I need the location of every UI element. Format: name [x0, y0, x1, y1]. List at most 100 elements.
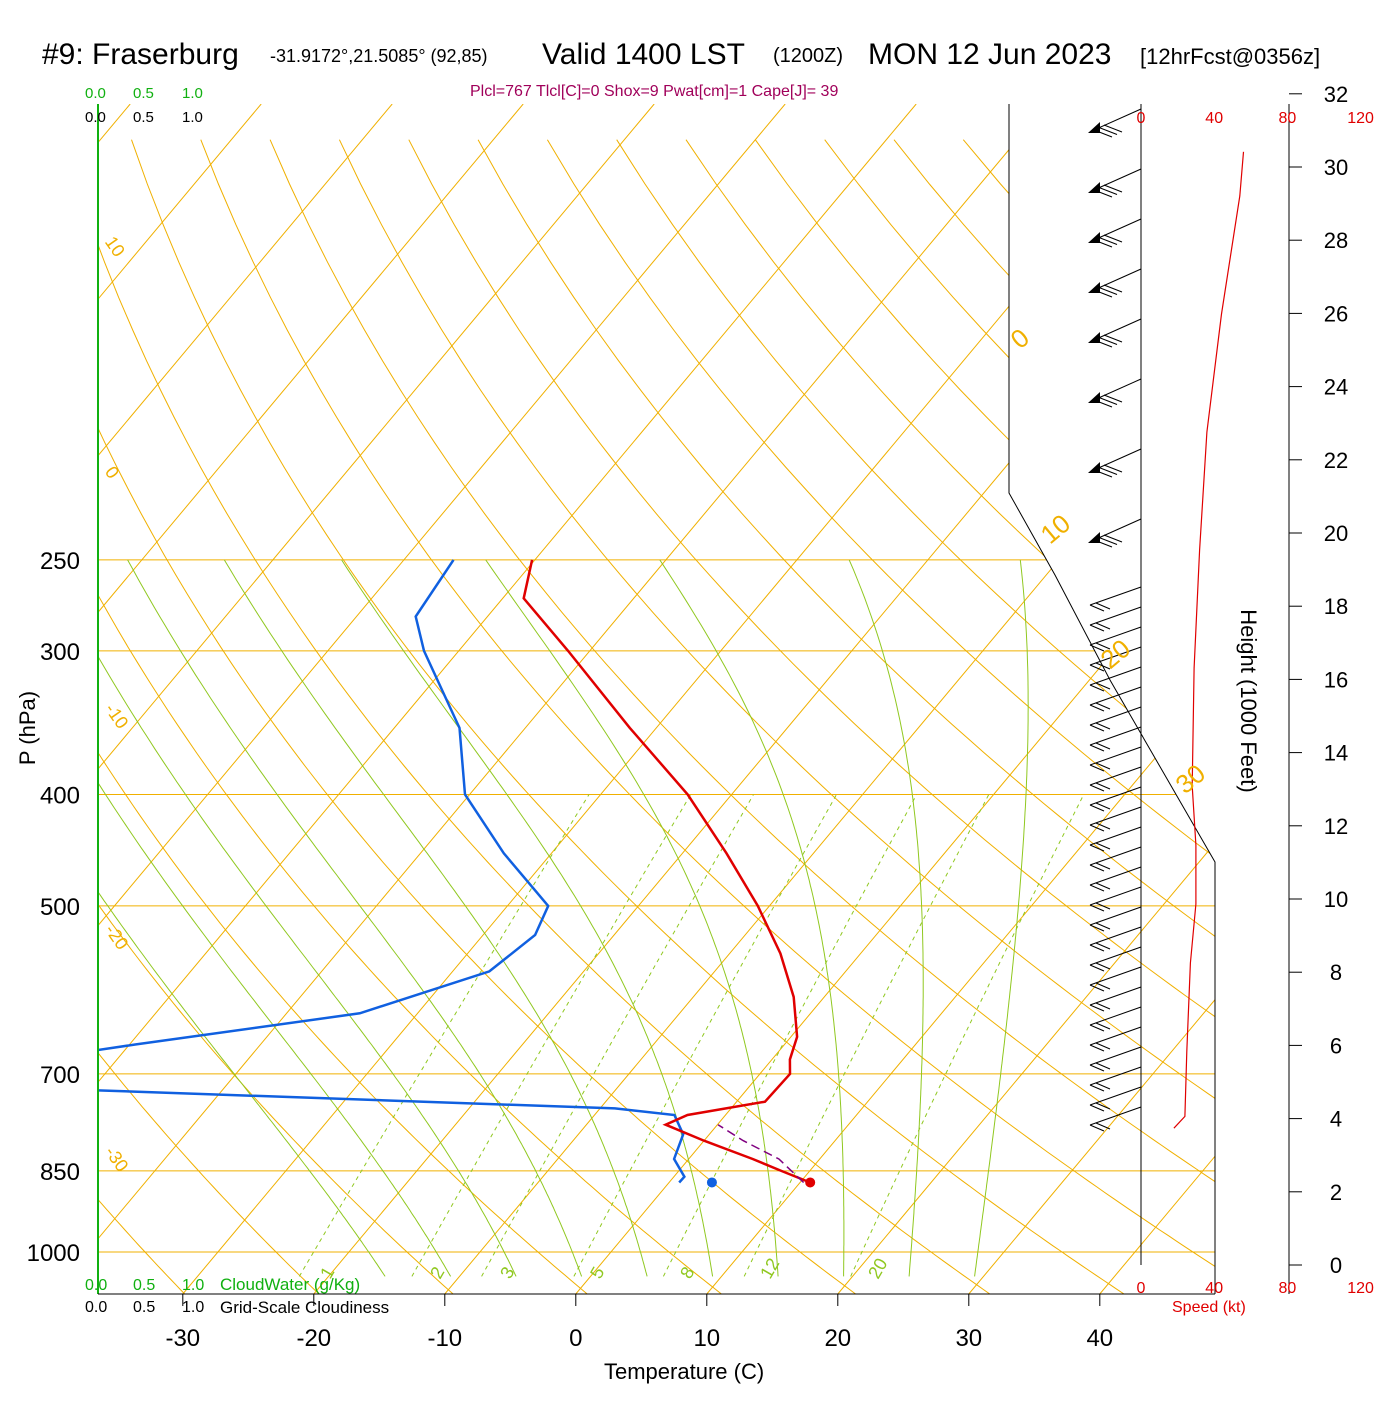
wind-barb: [1089, 946, 1142, 972]
wind-barb: [1089, 926, 1142, 952]
barb-feather: [1095, 1102, 1111, 1110]
wind-barb: [1088, 108, 1142, 138]
isotherm-label: 0: [101, 463, 123, 483]
barb-staff: [1089, 786, 1142, 806]
wind-barb: [1089, 806, 1142, 832]
barb-staff: [1089, 846, 1142, 866]
barb-feather: [1095, 842, 1111, 850]
wind-barb: [1089, 606, 1142, 632]
dry-adiabat: [200, 139, 1215, 1294]
pressure-tick-850: 850: [40, 1159, 80, 1186]
height-tick-label: 8: [1330, 960, 1342, 985]
barb-feather: [1103, 124, 1123, 133]
barb-feather: [1089, 1044, 1105, 1052]
barb-feather: [1098, 237, 1118, 245]
height-tick-label: 20: [1324, 521, 1348, 546]
height-tick-label: 6: [1330, 1033, 1342, 1058]
barb-feather: [1089, 1004, 1105, 1012]
barb-feather: [1089, 744, 1105, 752]
temperature-tick-label: 30: [955, 1325, 982, 1352]
height-tick-label: 12: [1324, 814, 1348, 839]
wind-barb: [1089, 786, 1142, 812]
moist-adiabat: [98, 559, 386, 1277]
barb-feather: [1089, 644, 1105, 652]
cloudiness-tick-top-0: 0.0: [85, 109, 106, 126]
barb-feather: [1095, 1042, 1111, 1050]
background-lines: [98, 104, 1215, 1294]
barb-flag: [1088, 282, 1100, 293]
barb-staff: [1093, 378, 1142, 401]
wind-barb: [1089, 766, 1142, 792]
height-tick-label: 10: [1324, 887, 1348, 912]
dry-adiabat: [269, 139, 1215, 1294]
barb-staff: [1089, 886, 1142, 906]
cloudwater-label: CloudWater (g/Kg): [220, 1275, 361, 1294]
barb-feather: [1089, 1024, 1105, 1032]
wind-barb: [1089, 706, 1142, 732]
isotherm-line: [98, 104, 524, 1294]
moist-adiabat: [127, 559, 583, 1277]
height-axis-title: Height (1000 Feet): [1236, 609, 1261, 793]
wind-barb: [1088, 218, 1142, 248]
utc-time: (1200Z): [773, 45, 844, 67]
wind-barb: [1088, 268, 1142, 298]
speed-tick-label: 120: [1347, 1280, 1374, 1297]
barb-flag: [1088, 532, 1100, 543]
height-tick-label: 26: [1324, 301, 1348, 326]
barb-feather: [1095, 1122, 1111, 1130]
barb-feather: [1095, 922, 1111, 930]
barb-feather: [1095, 602, 1111, 610]
cloudiness-tick-bottom-2: 1.0: [182, 1299, 205, 1316]
barb-staff: [1093, 518, 1142, 541]
wind-barbs: [1088, 108, 1142, 1132]
y-axis-title: P (hPa): [15, 690, 40, 766]
wind-barb: [1088, 378, 1142, 408]
barb-feather: [1089, 704, 1105, 712]
dry-adiabat: [685, 139, 1215, 1294]
wind-barb: [1089, 1046, 1142, 1072]
temperature-tick-label: 10: [693, 1325, 720, 1352]
surface-temperature-dot: [805, 1177, 816, 1188]
wind-barb: [1089, 726, 1142, 752]
barb-feather: [1095, 642, 1111, 650]
wind-barb: [1089, 906, 1142, 932]
moist-adiabat: [659, 559, 845, 1277]
barb-staff: [1093, 318, 1142, 341]
wind-barb: [1089, 886, 1142, 912]
barb-flag: [1088, 122, 1100, 133]
upper-isotherm-label: 20: [1095, 633, 1136, 675]
isotherm-line: [444, 104, 1215, 1294]
barb-feather: [1095, 882, 1111, 890]
barb-feather: [1089, 884, 1105, 892]
barb-feather: [1103, 284, 1123, 293]
dry-adiabat: [98, 139, 991, 1294]
dry-adiabat: [131, 139, 1125, 1294]
forecast-info: [12hrFcst@0356z]: [1140, 44, 1321, 69]
wind-barb: [1088, 168, 1142, 198]
barb-flag: [1088, 332, 1100, 343]
mixing-ratio-label: 8: [676, 1263, 698, 1282]
barb-staff: [1089, 1086, 1142, 1106]
barb-staff: [1089, 766, 1142, 786]
barb-staff: [1089, 1006, 1142, 1026]
dry-adiabat: [338, 139, 1215, 1294]
wind-barb: [1089, 626, 1142, 652]
height-tick-label: 4: [1330, 1107, 1342, 1132]
cloudiness-tick-top-2: 1.0: [182, 109, 203, 126]
dry-adiabat: [98, 139, 320, 1294]
barb-feather: [1089, 1064, 1105, 1072]
barb-feather: [1089, 784, 1105, 792]
barb-feather: [1089, 624, 1105, 632]
moist-adiabat: [223, 559, 648, 1277]
temperature-profile: [522, 559, 811, 1184]
mixing-ratio-label: 3: [496, 1263, 518, 1282]
barb-feather: [1095, 862, 1111, 870]
wind-barb: [1089, 826, 1142, 852]
barb-staff: [1089, 586, 1142, 606]
barb-flag: [1088, 182, 1100, 193]
pressure-tick-1000: 1000: [27, 1240, 80, 1267]
height-tick-label: 0: [1330, 1253, 1342, 1278]
valid-time: Valid 1400 LST: [542, 38, 745, 71]
barb-feather: [1095, 1082, 1111, 1090]
wind-barb: [1089, 666, 1142, 692]
